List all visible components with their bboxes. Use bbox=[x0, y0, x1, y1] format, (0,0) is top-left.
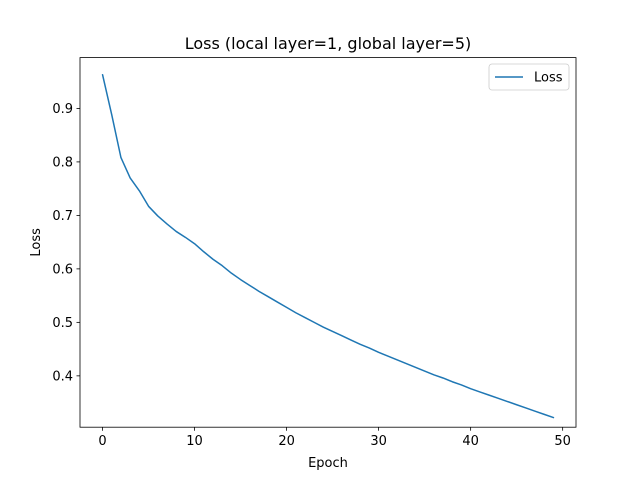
y-tick-label: 0.8 bbox=[52, 155, 73, 170]
x-tick-label: 40 bbox=[462, 434, 479, 449]
loss-series-line bbox=[101, 73, 555, 419]
legend: Loss bbox=[488, 63, 570, 91]
x-axis: 0 10 20 30 40 50 bbox=[98, 427, 571, 449]
legend-box bbox=[488, 63, 570, 91]
y-axis: 0.4 0.5 0.6 0.7 0.8 0.9 bbox=[52, 102, 80, 384]
y-tick-label: 0.5 bbox=[52, 316, 73, 331]
x-tick-label: 0 bbox=[98, 434, 106, 449]
x-tick-label: 30 bbox=[370, 434, 387, 449]
x-tick-label: 10 bbox=[186, 434, 203, 449]
y-tick-label: 0.4 bbox=[52, 369, 73, 384]
chart-title: Loss (local layer=1, global layer=5) bbox=[185, 34, 472, 53]
x-tick-label: 20 bbox=[278, 434, 295, 449]
legend-label-loss: Loss bbox=[534, 71, 563, 86]
y-tick-label: 0.9 bbox=[52, 102, 73, 117]
y-axis-label: Loss bbox=[29, 228, 44, 257]
y-tick-label: 0.6 bbox=[52, 262, 73, 277]
x-tick-label: 50 bbox=[554, 434, 571, 449]
plot-frame bbox=[79, 57, 577, 428]
x-axis-label: Epoch bbox=[308, 456, 348, 471]
y-tick-label: 0.7 bbox=[52, 209, 73, 224]
